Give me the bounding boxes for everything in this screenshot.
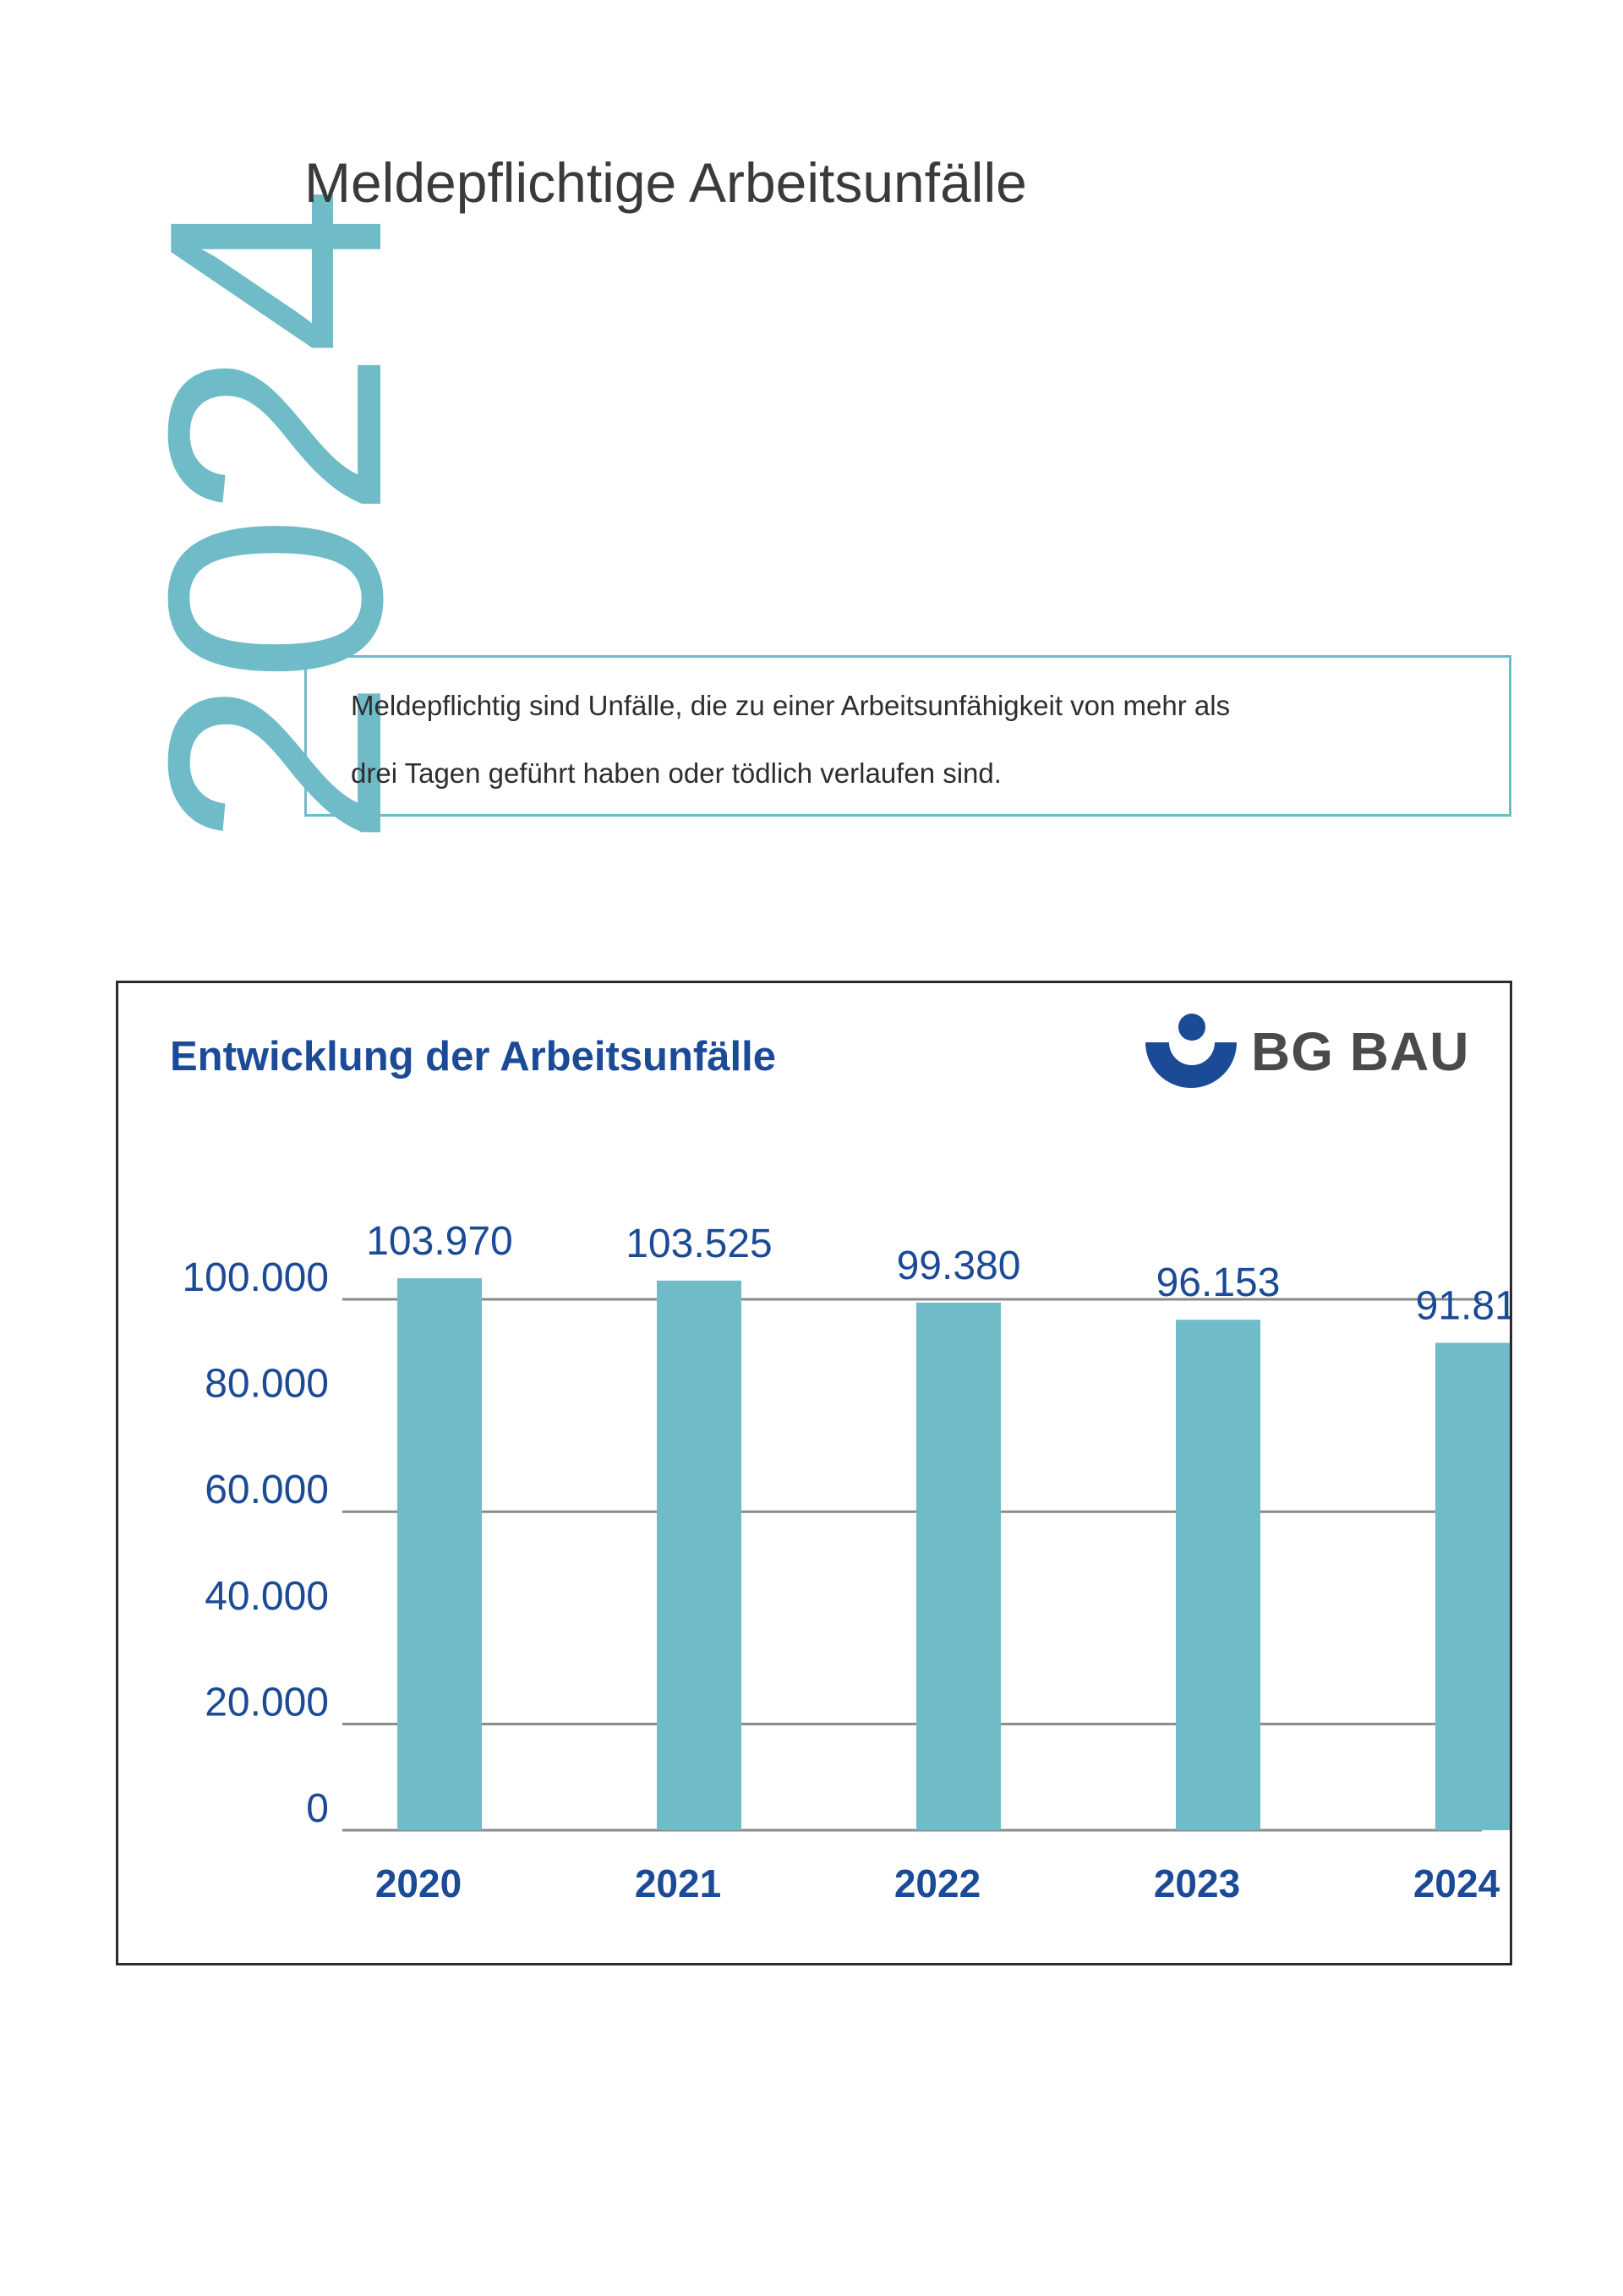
definition-note-line-1: Meldepflichtig sind Unfälle, die zu eine… — [351, 690, 1231, 721]
page-title: Meldepflichtige Arbeitsunfälle — [304, 151, 1027, 214]
chart-frame: Entwicklung der Arbeitsunfälle BG BAU 0 2… — [116, 981, 1512, 1965]
chart-title: Entwicklung der Arbeitsunfälle — [170, 1034, 776, 1080]
data-label: 91.813 — [1416, 1283, 1510, 1328]
y-tick-label: 20.000 — [205, 1680, 329, 1725]
data-label: 96.153 — [1156, 1260, 1281, 1305]
y-tick-label: 0 — [306, 1786, 329, 1831]
bg-bau-emblem-icon — [1145, 1014, 1237, 1088]
data-label: 103.970 — [366, 1219, 513, 1264]
bar-2023 — [1176, 1320, 1260, 1830]
data-label: 99.380 — [897, 1244, 1021, 1288]
x-tick-label: 2021 — [635, 1861, 721, 1905]
data-label: 103.525 — [626, 1222, 773, 1266]
y-tick-label: 60.000 — [205, 1468, 329, 1512]
bar-2024 — [1435, 1342, 1510, 1830]
y-tick-label: 40.000 — [205, 1574, 329, 1619]
definition-note-box: Meldepflichtig sind Unfälle, die zu eine… — [304, 655, 1511, 817]
bar-2020 — [397, 1278, 482, 1830]
bar-chart: 0 20.000 40.000 60.000 80.000 100.000 103.970 2… — [182, 1219, 1510, 1905]
x-tick-label: 2023 — [1154, 1861, 1240, 1905]
x-tick-label: 2022 — [894, 1861, 981, 1905]
definition-note-line-2: drei Tagen geführt haben oder tödlich ve… — [351, 757, 1002, 789]
x-tick-label: 2020 — [375, 1861, 462, 1905]
y-tick-label: 80.000 — [205, 1362, 329, 1407]
bar-2022 — [916, 1302, 1001, 1830]
y-tick-label: 100.000 — [182, 1255, 329, 1300]
x-tick-label: 2024 — [1413, 1861, 1500, 1905]
bar-2021 — [657, 1280, 741, 1830]
bg-bau-logo: BG BAU — [1144, 1012, 1482, 1088]
logo-text: BG BAU — [1251, 1021, 1470, 1082]
